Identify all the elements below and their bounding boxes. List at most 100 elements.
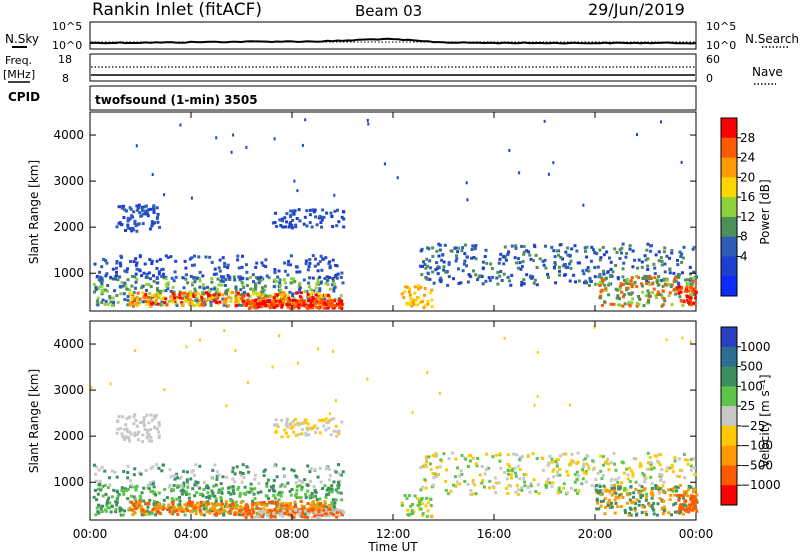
power-data-cell-1164: [521, 260, 525, 264]
velocity-data-cell-1085: [318, 431, 322, 435]
velocity-data-cell-1364: [422, 465, 426, 469]
power-data-cell-965: [265, 274, 269, 278]
velocity-data-cell-109: [119, 513, 123, 517]
velocity-data-cell-1449: [485, 452, 489, 456]
power-data-cell-1243: [583, 246, 587, 250]
velocity-data-cell-610: [172, 510, 176, 514]
power-data-cell-947: [221, 256, 225, 260]
power-data-cell-1075: [319, 221, 323, 224]
power-data-cell-716: [245, 302, 249, 306]
power-data-cell-1181: [463, 259, 467, 263]
power-data-cell-1378: [487, 276, 491, 280]
power-data-cell-984: [134, 257, 138, 261]
power-data-cell-1522: [631, 297, 635, 301]
velocity-data-cell-924: [186, 482, 190, 486]
power-data-cell-988: [184, 273, 188, 277]
power-data-cell-648: [180, 302, 184, 306]
power-data-cell-1070: [293, 209, 297, 213]
velocity-data-cell-1376: [577, 474, 581, 478]
velocity-data-cell-1138: [285, 420, 289, 424]
velocity-data-cell-846: [262, 474, 266, 478]
velocity-data-cell-1653: [629, 485, 633, 489]
velocity-data-cell-1286: [689, 464, 693, 468]
velocity-data-cell-910: [129, 485, 133, 489]
power-data-cell-1612: [599, 294, 603, 298]
velocity-data-cell-1272: [499, 466, 503, 470]
power-data-cell-1730: [408, 293, 412, 297]
velocity-data-cell-504: [171, 502, 175, 506]
velocity-data-cell-784: [249, 513, 253, 517]
power-data-cell-265: [234, 286, 238, 290]
velocity-data-cell-701: [250, 509, 254, 513]
power-data-cell-1784: [660, 120, 662, 124]
power-data-cell-1644: [603, 300, 606, 304]
power-data-cell-1749: [424, 303, 428, 307]
velocity-data-cell-891: [257, 481, 261, 485]
velocity-data-cell-947: [292, 469, 296, 473]
velocity-data-cell-1287: [596, 471, 600, 475]
cpid-label: CPID: [8, 90, 40, 104]
velocity-data-cell-208: [220, 491, 224, 495]
power-data-cell-389: [167, 281, 170, 285]
velocity-data-cell-1536: [610, 487, 614, 490]
power-data-cell-1051: [128, 206, 132, 210]
velocity-data-cell-1220: [469, 493, 473, 496]
power-data-cell-970: [147, 271, 151, 275]
power-data-cell-1755: [417, 284, 420, 288]
power-data-cell-1466: [438, 278, 442, 282]
velocity-data-cell-1666: [668, 498, 672, 502]
velocity-data-cell-1534: [628, 492, 632, 496]
velocity-data-cell-341: [176, 484, 180, 488]
power-data-cell-1197: [443, 243, 447, 247]
velocity-data-cell-1481: [480, 465, 484, 468]
power-data-cell-1368: [437, 266, 441, 270]
velocity-data-cell-912: [202, 480, 206, 484]
power-data-cell-1273: [670, 249, 674, 252]
velocity-data-cell-1621: [613, 486, 616, 490]
power-data-cell-1493: [455, 254, 458, 258]
power-data-cell-201: [155, 287, 159, 291]
power-data-cell-991: [336, 272, 340, 276]
velocity-data-cell-404: [313, 488, 317, 492]
power-data-cell-1267: [649, 249, 653, 253]
velocity-data-cell-211: [133, 497, 137, 501]
power-data-cell-525: [205, 299, 209, 303]
velocity-data-cell-1748: [424, 504, 428, 508]
power-data-cell-1661: [673, 287, 676, 291]
power-data-cell-789: [326, 306, 330, 310]
velocity-data-cell-274: [114, 510, 118, 514]
velocity-data-cell-421: [225, 503, 229, 507]
velocity-data-cell-658: [299, 500, 303, 503]
power-data-cell-899: [134, 263, 138, 267]
velocity-data-cell-1353: [494, 491, 497, 495]
power-data-cell-403: [193, 287, 197, 291]
power-data-cell-843: [325, 275, 329, 279]
velocity-data-cell-1157: [585, 454, 589, 457]
power-data-cell-1388: [542, 263, 546, 267]
velocity-data-cell-528: [235, 511, 239, 515]
velocity-data-cell-993: [249, 482, 253, 486]
power-data-cell-1117: [298, 219, 302, 223]
velocity-data-cell-82: [221, 487, 224, 491]
velocity-data-cell-1358: [510, 476, 513, 480]
velocity-data-cell-471: [186, 509, 190, 512]
power-colorbar-label: Power [dB]: [758, 179, 772, 244]
velocity-data-cell-247: [213, 494, 217, 498]
velocity-colorbar-swatch-6: [721, 445, 737, 466]
power-data-cell-1486: [563, 263, 566, 267]
power-data-cell-593: [215, 301, 219, 305]
power-data-cell-1376: [692, 270, 696, 274]
power-data-cell-1541: [605, 276, 609, 280]
velocity-data-cell-1129: [328, 418, 332, 422]
velocity-data-cell-806: [328, 514, 332, 518]
power-data-cell-1289: [676, 281, 680, 285]
power-data-cell-1390: [616, 276, 620, 280]
power-data-cell-1038: [132, 228, 136, 232]
x-tick-label-4: 16:00: [477, 527, 512, 541]
power-data-cell-1708: [689, 296, 693, 300]
velocity-data-cell-1575: [595, 497, 599, 501]
power-data-cell-336: [174, 301, 178, 305]
power-data-cell-174: [106, 284, 110, 287]
power-data-cell-1719: [689, 285, 693, 289]
velocity-data-cell-1497: [626, 477, 630, 481]
